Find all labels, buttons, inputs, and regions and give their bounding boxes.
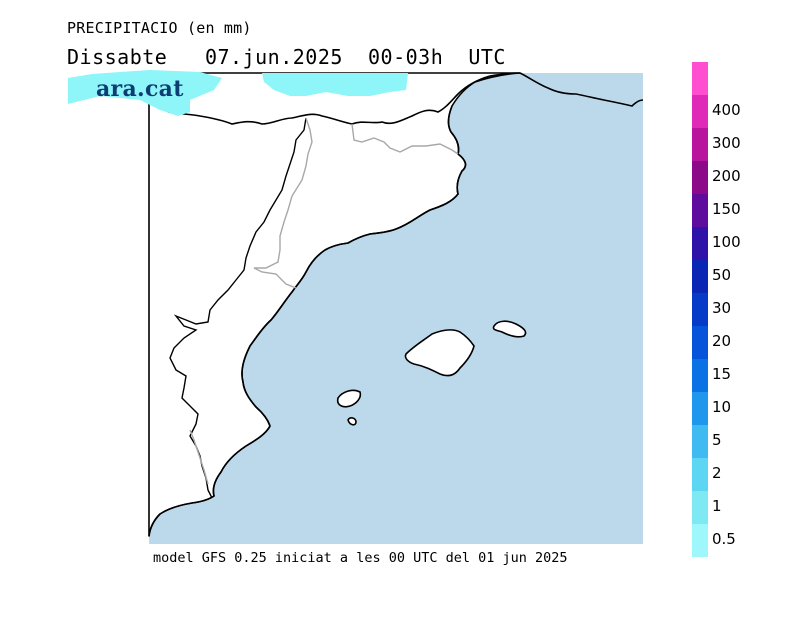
pyrenees-border [351,123,459,155]
legend-label: 30 [712,299,732,317]
legend-swatch [692,326,708,359]
catalonia-internal-border [253,117,313,289]
legend-label: 300 [712,134,741,152]
legend-label: 2 [712,464,722,482]
east-coast-line [519,72,644,107]
legend-label: 0.5 [712,530,736,548]
legend-label: 15 [712,365,732,383]
mallorca-island [404,329,475,377]
model-run-note: model GFS 0.25 iniciat a les 00 UTC del … [153,550,568,566]
valencia-border [189,429,209,485]
legend-swatch [692,128,708,161]
formentera-island [347,417,357,426]
legend-swatch [692,194,708,227]
menorca-island [492,320,527,338]
legend-label: 10 [712,398,732,416]
legend-label: 5 [712,431,722,449]
legend-swatch [692,458,708,491]
legend-swatch [692,359,708,392]
legend-swatch [692,491,708,524]
legend-swatch [692,95,708,128]
legend-swatch [692,524,708,557]
legend-swatch [692,425,708,458]
legend-swatch [692,161,708,194]
legend-label: 20 [712,332,732,350]
legend-label: 150 [712,200,741,218]
legend-label: 1 [712,497,722,515]
ibiza-island [336,389,362,408]
legend-swatch [692,62,708,95]
forecast-date-line: Dissabte 07.jun.2025 00-03h UTC [67,45,506,69]
legend-label: 100 [712,233,741,251]
legend-label: 200 [712,167,741,185]
legend-label: 400 [712,101,741,119]
legend-swatch [692,227,708,260]
ara-cat-logo: ara.cat [96,76,184,102]
precip-patch-west [68,70,222,116]
legend-swatch [692,260,708,293]
western-admin-boundary [169,117,307,499]
legend-swatch [692,392,708,425]
legend-label: 50 [712,266,732,284]
mainland-coastline [148,105,467,537]
legend-swatch [692,293,708,326]
map-product-title: PRECIPITACIO (en mm) [67,19,252,37]
precip-patch-central [262,73,408,96]
